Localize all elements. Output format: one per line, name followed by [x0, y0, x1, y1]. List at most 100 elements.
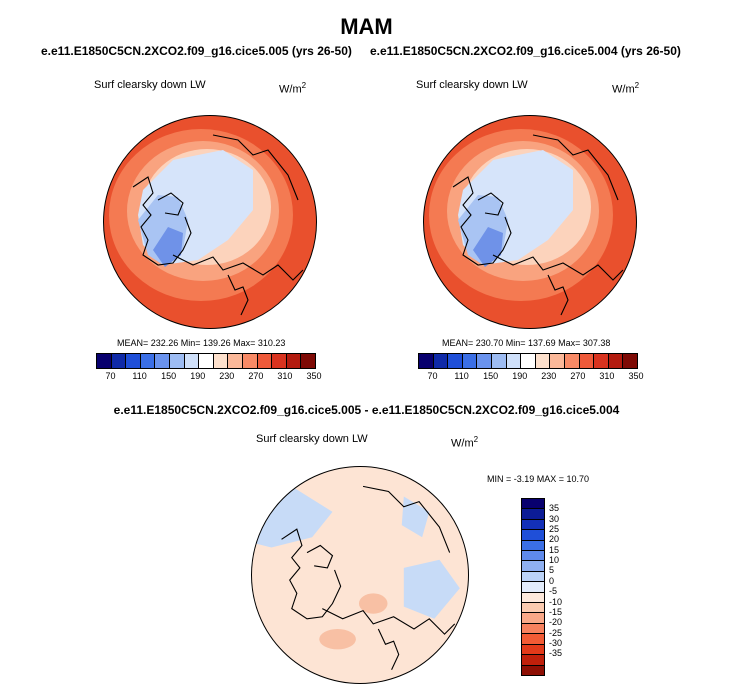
- colorbar-swatch: [301, 354, 315, 368]
- panel2-units: W/m2: [612, 81, 640, 96]
- colorbar-swatch: [522, 509, 544, 520]
- colorbar-tick-label: 20: [549, 534, 560, 545]
- colorbar-swatch: [155, 354, 170, 368]
- diff-units: W/m2: [451, 435, 479, 450]
- colorbar-tick-label: 350: [628, 371, 644, 381]
- colorbar-swatch: [213, 354, 229, 368]
- map-field: [103, 115, 317, 329]
- colorbar-swatch: [111, 354, 127, 368]
- colorbar-swatch: [97, 354, 112, 368]
- map-field: [251, 466, 469, 684]
- map-border: [103, 115, 317, 329]
- panel1-units: W/m2: [279, 81, 307, 96]
- coast-siberia: [212, 134, 299, 201]
- coast-eurasia: [322, 608, 456, 635]
- panel1-colorbar-ticks: 70 110 150 190 230 270 310 350: [96, 371, 322, 383]
- colorbar-tick-label: 70: [427, 371, 438, 381]
- colorbar-tick-label: -35: [549, 648, 563, 659]
- colorbar-swatch: [522, 623, 544, 635]
- colorbar-swatch: [522, 665, 544, 675]
- field-diff-cool-ne: [401, 496, 430, 538]
- colorbar-tick-label: 10: [549, 555, 560, 566]
- colorbar-swatch: [184, 354, 200, 368]
- colorbar-tick-label: 0: [549, 575, 555, 586]
- colorbar-tick-label: 190: [512, 371, 528, 381]
- field-diff-warm: [358, 593, 388, 614]
- colorbar-swatch: [522, 634, 544, 645]
- colorbar-swatch: [522, 603, 544, 614]
- colorbar-swatch: [477, 354, 492, 368]
- panel2-colorbar-ticks: 70 110 150 190 230 270 310 350: [418, 371, 644, 383]
- field-diff-cool-e: [403, 559, 460, 619]
- figure-title: MAM: [340, 14, 393, 39]
- colorbar-swatch: [522, 592, 544, 604]
- colorbar-swatch: [522, 519, 544, 531]
- coastlines: [281, 485, 456, 670]
- panel1-stats: MEAN= 232.26 Min= 139.26 Max= 310.23: [117, 338, 286, 348]
- panel1-polar-map: [103, 115, 317, 329]
- coastlines: [132, 134, 304, 316]
- colorbar-swatch: [522, 571, 544, 583]
- colorbar-swatch: [564, 354, 580, 368]
- coast-canada: [452, 176, 512, 266]
- colorbar-swatch: [242, 354, 258, 368]
- field-cool-dark: [153, 227, 183, 267]
- colorbar-swatch: [448, 354, 463, 368]
- colorbar-swatch: [522, 499, 544, 510]
- colorbar-tick-label: 230: [541, 371, 557, 381]
- colorbar-tick-label: 35: [549, 503, 560, 514]
- coast-eurasia: [172, 254, 304, 281]
- coast-scandinavia: [227, 274, 249, 316]
- panel1-variable-label: Surf clearsky down LW: [94, 79, 206, 91]
- map-border: [423, 115, 637, 329]
- colorbar-swatch: [419, 354, 434, 368]
- colorbar-tick-label: 110: [132, 371, 147, 381]
- colorbar-swatch: [286, 354, 302, 368]
- coast-islands: [306, 544, 334, 569]
- case2-header: e.e11.E1850C5CN.2XCO2.f09_g16.cice5.004 …: [370, 44, 681, 58]
- panel2-stats: MEAN= 230.70 Min= 137.69 Max= 307.38: [442, 338, 611, 348]
- colorbar-swatch: [522, 530, 544, 541]
- diff-variable-label: Surf clearsky down LW: [256, 433, 368, 445]
- panel1-colorbar: [96, 353, 316, 369]
- coast-canada: [281, 528, 342, 620]
- colorbar-swatch: [522, 644, 544, 656]
- colorbar-tick-label: 350: [306, 371, 322, 381]
- diff-stats: MIN = -3.19 MAX = 10.70: [487, 474, 590, 484]
- colorbar-swatch: [140, 354, 156, 368]
- coast-scandinavia: [547, 274, 569, 316]
- colorbar-swatch: [506, 354, 522, 368]
- coastlines: [452, 134, 624, 316]
- field-diff-warm-s: [319, 628, 356, 650]
- colorbar-tick-label: -25: [549, 627, 563, 638]
- panel2-colorbar: [418, 353, 638, 369]
- colorbar-swatch: [257, 354, 273, 368]
- coast-eurasia: [492, 254, 624, 281]
- colorbar-tick-label: 15: [549, 544, 560, 555]
- colorbar-swatch: [579, 354, 595, 368]
- colorbar-tick-label: 310: [599, 371, 615, 381]
- colorbar-swatch: [623, 354, 637, 368]
- colorbar-tick-label: 270: [570, 371, 586, 381]
- colorbar-swatch: [522, 540, 544, 552]
- coast-scandinavia: [377, 628, 400, 670]
- diff-polar-map: [251, 466, 469, 684]
- colorbar-tick-label: 25: [549, 524, 560, 535]
- colorbar-swatch: [594, 354, 609, 368]
- colorbar-swatch: [462, 354, 478, 368]
- colorbar-swatch: [199, 354, 214, 368]
- colorbar-tick-label: 270: [248, 371, 264, 381]
- colorbar-swatch: [521, 354, 536, 368]
- field-cool-dark: [473, 227, 503, 267]
- colorbar-swatch: [228, 354, 243, 368]
- diff-colorbar: [521, 498, 545, 676]
- colorbar-swatch: [608, 354, 624, 368]
- colorbar-tick-label: 310: [277, 371, 293, 381]
- map-border: [251, 466, 469, 684]
- colorbar-swatch: [522, 582, 544, 593]
- coast-islands: [477, 192, 504, 216]
- colorbar-tick-label: -15: [549, 606, 563, 617]
- coast-siberia: [362, 485, 451, 553]
- colorbar-swatch: [272, 354, 287, 368]
- panel2-variable-label: Surf clearsky down LW: [416, 79, 528, 91]
